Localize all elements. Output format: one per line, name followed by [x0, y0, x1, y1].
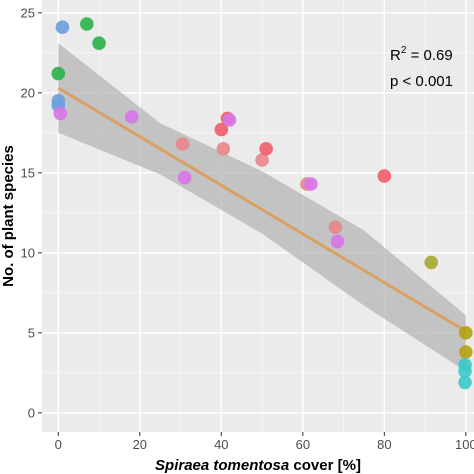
y-tick-label: 10: [21, 245, 35, 260]
axis-ticks: [38, 12, 467, 436]
y-tick-label: 0: [28, 405, 35, 420]
x-axis-title-unit: cover [%]: [289, 457, 361, 474]
x-tick-label: 20: [133, 437, 147, 452]
x-tick-labels: 0 20 40 60 80 100: [55, 437, 474, 452]
data-point: [55, 20, 70, 34]
data-point: [458, 375, 472, 390]
data-point: [51, 66, 66, 81]
y-tick-labels: 0 5 10 15 20 25: [21, 5, 35, 420]
data-point: [175, 137, 190, 151]
y-tick-label: 15: [21, 165, 35, 180]
y-tick-label: 25: [21, 5, 35, 20]
x-axis-title-species: Spiraea tomentosa: [155, 457, 289, 474]
y-tick-label: 5: [28, 325, 35, 340]
data-point: [330, 234, 345, 249]
data-point: [304, 177, 318, 191]
y-axis-title: No. of plant species: [0, 145, 17, 287]
x-tick-label: 100: [455, 437, 474, 452]
data-points: [51, 17, 473, 390]
r-squared-value: = 0.69: [406, 47, 452, 64]
data-point: [124, 110, 139, 124]
y-tick-label: 20: [21, 85, 35, 100]
data-point: [459, 326, 473, 340]
data-point: [459, 345, 473, 359]
data-point: [177, 170, 192, 185]
data-point: [222, 113, 237, 127]
r-squared-base: R: [390, 47, 401, 64]
confidence-band: [58, 43, 466, 372]
data-point: [214, 122, 229, 137]
data-point: [377, 169, 392, 183]
data-point: [424, 255, 439, 270]
data-point: [328, 220, 343, 234]
data-point: [255, 153, 269, 167]
x-axis-title: Spiraea tomentosa cover [%]: [155, 457, 361, 474]
p-value-annotation: p < 0.001: [390, 73, 453, 90]
r-squared-superscript: 2: [401, 45, 407, 56]
data-point: [80, 17, 94, 31]
regression-line: [57, 86, 467, 333]
data-point: [92, 36, 106, 50]
data-point: [458, 364, 472, 379]
data-point: [53, 106, 68, 121]
data-point: [259, 142, 273, 156]
x-tick-label: 40: [214, 437, 228, 452]
x-tick-label: 80: [377, 437, 391, 452]
r-squared-annotation: R2 = 0.69: [390, 45, 453, 64]
x-tick-label: 60: [296, 437, 310, 452]
x-tick-label: 0: [55, 437, 62, 452]
data-point: [216, 142, 231, 156]
